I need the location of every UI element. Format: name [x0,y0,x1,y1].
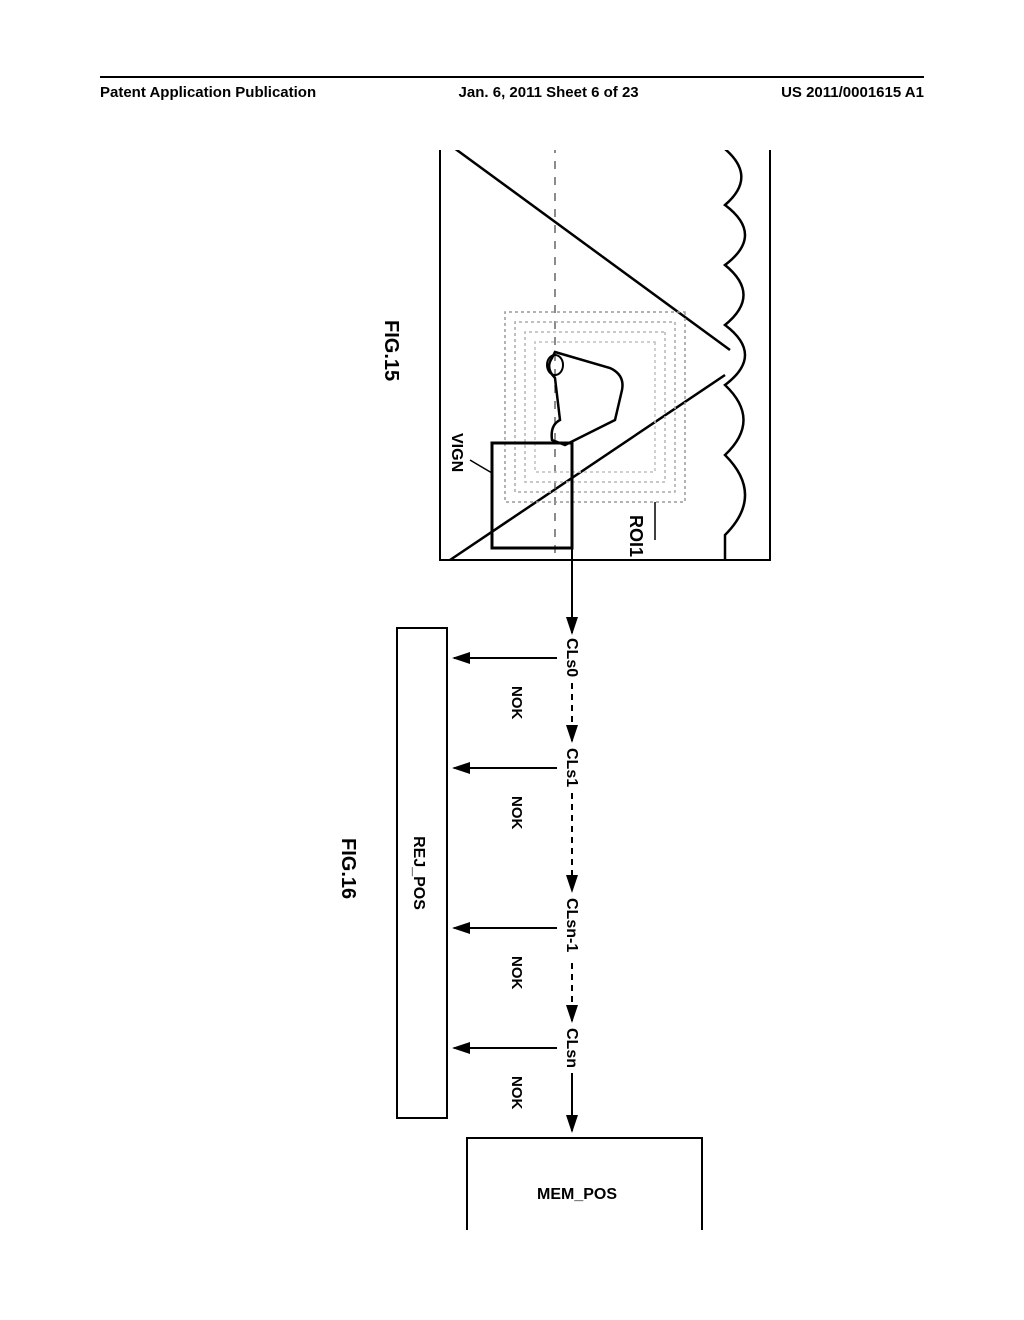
fig15-group: I ROI1 FIG.15 [380,150,770,560]
vign-box [492,443,572,548]
fig15-roi-label: ROI1 [626,515,646,557]
fig15-image-frame [440,150,770,560]
classifier-1: CLs1 [563,748,580,787]
fig16-group: VIGN MEM_POS REJ_POS CLs0 CLs1 CLsn-1 CL… [337,433,702,1230]
mem-pos-label: MEM_POS [537,1186,617,1203]
nok-label-1: NOK [508,796,525,830]
mem-pos-box [467,1138,702,1230]
figure-area: I ROI1 FIG.15 VIGN MEM_POS REJ_POS CLs0 … [100,150,924,1230]
fig16-caption: FIG.16 [337,838,359,899]
nok-label-3: NOK [508,1076,525,1110]
vign-label: VIGN [448,433,465,472]
nok-label-2: NOK [508,956,525,990]
nok-label-0: NOK [508,686,525,720]
classifier-2: CLsn-1 [563,898,580,952]
header-rule [100,76,924,78]
page-header: Patent Application Publication Jan. 6, 2… [0,76,1024,101]
header-right: US 2011/0001615 A1 [781,84,924,101]
fig15-caption: FIG.15 [380,320,402,381]
road-line-left [450,150,730,350]
header-row: Patent Application Publication Jan. 6, 2… [100,84,924,101]
vehicle-silhouette [549,352,622,445]
roi-box-2 [525,332,665,482]
roi-box-1 [515,322,675,492]
classifier-3: CLsn [563,1028,580,1068]
treeline [720,150,745,560]
header-left: Patent Application Publication [100,84,316,101]
roi-box-0 [505,312,685,502]
header-center: Jan. 6, 2011 Sheet 6 of 23 [459,84,639,101]
figures-svg: I ROI1 FIG.15 VIGN MEM_POS REJ_POS CLs0 … [100,150,924,1230]
vign-leader [470,460,492,473]
rej-pos-label: REJ_POS [410,836,427,910]
roi-box-3 [535,342,655,472]
classifier-0: CLs0 [563,638,580,677]
